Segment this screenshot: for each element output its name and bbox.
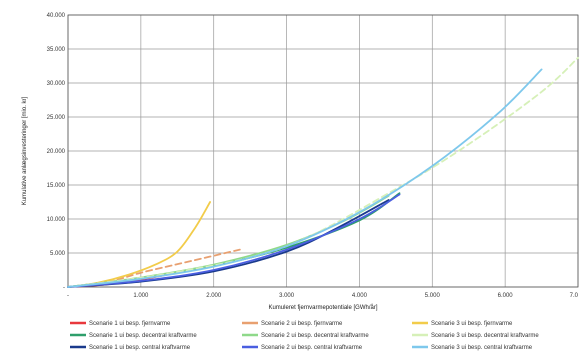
y-tick-label: 30.000 (47, 81, 66, 87)
y-tick-label: 25.000 (47, 115, 66, 121)
x-tick-label: 7.0 (570, 293, 579, 299)
x-tick-label: 1.000 (133, 293, 149, 299)
y-tick-label: 15.000 (47, 183, 66, 189)
series-line (67, 56, 579, 288)
legend-label: Scenarie 3 ui besp. fjernvarme (431, 321, 513, 327)
series-line (67, 68, 543, 288)
x-tick-label: 6.000 (498, 293, 514, 299)
y-tick-label: 20.000 (47, 149, 66, 155)
legend-label: Scenarie 1 ui besp. decentral kraftvarme (89, 333, 197, 339)
y-tick-label: 35.000 (47, 47, 66, 53)
legend-label: Scenarie 2 ui besp. fjernvarme (261, 321, 343, 327)
y-tick-label: 5.000 (50, 251, 66, 257)
plot-area-frame (67, 14, 579, 288)
legend-label: Scenarie 1 ui besp. fjernvarme (89, 321, 171, 327)
series-line (67, 193, 401, 288)
y-tick-label: 40.000 (47, 13, 66, 19)
x-tick-label: 2.000 (206, 293, 222, 299)
legend-label: Scenarie 2 ui besp. decentral kraftvarme (261, 333, 369, 339)
legend-label: Scenarie 3 ui besp. central kraftvarme (431, 345, 533, 351)
y-tick-label: 10.000 (47, 217, 66, 223)
legend-label: Scenarie 3 ui besp. decentral kraftvarme (431, 333, 539, 339)
y-axis-title: Kumulative anlægsinvesteringer [mio. kr] (22, 96, 28, 205)
x-tick-label: 4.000 (352, 293, 368, 299)
x-tick-label: - (67, 293, 69, 299)
legend-label: Scenarie 2 ui besp. central kraftvarme (261, 345, 363, 351)
x-tick-label: 5.000 (425, 293, 441, 299)
series-lines (67, 56, 579, 288)
legend-label: Scenarie 1 ui besp. central kraftvarme (89, 345, 191, 351)
x-tick-label: 3.000 (279, 293, 295, 299)
legend: Scenarie 1 ui besp. fjernvarme Scenarie 2… (70, 321, 539, 351)
x-axis-title: Kumuleret fjernvarmepotentiale [GWh/år] (268, 304, 377, 311)
x-axis-ticks: - 1.000 2.000 3.000 4.000 5.000 6.000 7.0 (67, 293, 579, 299)
y-tick-label: - (63, 285, 65, 291)
y-axis-ticks: - 5.000 10.000 15.000 20.000 25.000 30.000 35.0… (47, 13, 66, 291)
